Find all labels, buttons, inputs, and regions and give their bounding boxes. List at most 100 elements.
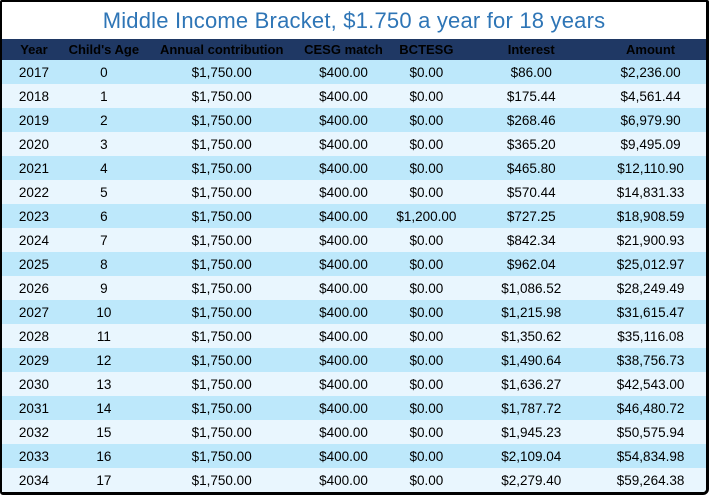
table-row: 2023 6 $1,750.00 $400.00 $1,200.00 $727.25 $18… [2,204,706,228]
column-header-annual-contribution: Annual contribution [159,42,284,57]
table-cell: $0.00 [409,88,444,104]
table-cell: $0.00 [409,472,444,488]
table-cell: $14,831.33 [616,184,685,200]
table-cell: $1,750.00 [191,64,252,80]
table-cell: 2021 [18,160,49,176]
table-row: 2028 11 $1,750.00 $400.00 $0.00 $1,350.62 $35,… [2,324,706,348]
table-row: 2030 13 $1,750.00 $400.00 $0.00 $1,636.27 $42,… [2,372,706,396]
table-cell: 2029 [18,352,49,368]
table-cell: 1 [100,88,108,104]
table-cell: $1,750.00 [191,184,252,200]
table-cell: $400.00 [319,328,368,344]
table-cell: 2 [100,112,108,128]
table-cell: $1,750.00 [191,112,252,128]
table-cell: $962.04 [506,256,556,272]
table-cell: $1,750.00 [191,160,252,176]
table-cell: $0.00 [409,280,444,296]
table-cell: 2022 [18,184,49,200]
table-row: 2025 8 $1,750.00 $400.00 $0.00 $962.04 $25,012… [2,252,706,276]
table-cell: $18,908.59 [616,208,685,224]
table-cell: $6,979.90 [620,112,681,128]
table-cell: 2034 [18,472,49,488]
table-cell: $1,750.00 [191,472,252,488]
table-cell: 2020 [18,136,49,152]
table-cell: $400.00 [319,304,368,320]
table-cell: $2,236.00 [620,64,681,80]
data-table: Year Child's Age Annual contribution CES… [2,39,706,492]
table-cell: $38,756.73 [616,352,685,368]
table-row: 2024 7 $1,750.00 $400.00 $0.00 $842.34 $21,900… [2,228,706,252]
table-cell: 13 [96,376,112,392]
table-cell: $0.00 [409,160,444,176]
column-header-bctesg: BCTESG [399,42,454,57]
table-cell: $1,945.23 [501,424,562,440]
table-cell: $0.00 [409,184,444,200]
table-cell: $1,750.00 [191,88,252,104]
table-cell: $400.00 [319,160,368,176]
table-cell: $0.00 [409,424,444,440]
column-header-cesg-match: CESG match [304,42,383,57]
table-row: 2019 2 $1,750.00 $400.00 $0.00 $268.46 $6,979.… [2,108,706,132]
table-cell: $54,834.98 [616,448,685,464]
table-cell: $1,215.98 [501,304,562,320]
table-cell: $59,264.38 [616,472,685,488]
table-cell: 2027 [18,304,49,320]
table-cell: $1,086.52 [501,280,562,296]
table-cell: $400.00 [319,88,368,104]
table-cell: $2,279.40 [501,472,562,488]
table-cell: 7 [100,232,108,248]
table-cell: $400.00 [319,256,368,272]
table-cell: 2033 [18,448,49,464]
table-cell: $46,480.72 [616,400,685,416]
table-cell: $0.00 [409,64,444,80]
table-row: 2031 14 $1,750.00 $400.00 $0.00 $1,787.72 $46,… [2,396,706,420]
table-cell: 2023 [18,208,49,224]
table-cell: $0.00 [409,112,444,128]
table-cell: 11 [96,328,111,344]
table-cell: $2,109.04 [501,448,562,464]
table-cell: $1,750.00 [191,424,252,440]
column-header-interest: Interest [507,42,555,57]
table-cell: 2031 [18,400,49,416]
table-cell: $1,750.00 [191,352,252,368]
table-cell: $400.00 [319,112,368,128]
table-row: 2022 5 $1,750.00 $400.00 $0.00 $570.44 $14,831… [2,180,706,204]
table-cell: $21,900.93 [616,232,685,248]
table-row: 2026 9 $1,750.00 $400.00 $0.00 $1,086.52 $28,2… [2,276,706,300]
table-cell: $1,750.00 [191,328,252,344]
table-cell: $400.00 [319,400,368,416]
table-row: 2018 1 $1,750.00 $400.00 $0.00 $175.44 $4,561.… [2,84,706,108]
table-cell: $25,012.97 [616,256,685,272]
table-cell: $4,561.44 [620,88,681,104]
table-cell: 16 [96,448,112,464]
table-cell: $86.00 [510,64,552,80]
table-cell: $0.00 [409,448,444,464]
table-cell: $0.00 [409,136,444,152]
table-cell: 8 [100,256,108,272]
table-row: 2017 0 $1,750.00 $400.00 $0.00 $86.00 $2,236.0… [2,60,706,84]
table-cell: $1,750.00 [191,304,252,320]
table-cell: 12 [96,352,112,368]
table-cell: $0.00 [409,400,444,416]
table-cell: $842.34 [506,232,556,248]
table-cell: 2030 [18,376,49,392]
table-cell: $400.00 [319,424,368,440]
table-cell: $9,495.09 [620,136,681,152]
table-cell: 0 [100,64,108,80]
table-row: 2034 17 $1,750.00 $400.00 $0.00 $2,279.40 $59,… [2,468,706,492]
table-row: 2032 15 $1,750.00 $400.00 $0.00 $1,945.23 $50,… [2,420,706,444]
table-cell: $1,750.00 [191,376,252,392]
table-cell: $175.44 [506,88,556,104]
table-cell: $42,543.00 [616,376,685,392]
table-cell: $0.00 [409,304,444,320]
table-cell: 2024 [18,232,49,248]
table-cell: $400.00 [319,280,368,296]
table-cell: $400.00 [319,184,368,200]
table-cell: $1,490.64 [501,352,562,368]
table-row: 2020 3 $1,750.00 $400.00 $0.00 $365.20 $9,495.… [2,132,706,156]
column-header-amount: Amount [626,42,676,57]
table-cell: $35,116.08 [617,328,684,344]
table-header-row: Year Child's Age Annual contribution CES… [2,39,706,60]
table-cell: $12,110.90 [617,160,684,176]
table-cell: $1,750.00 [191,280,252,296]
